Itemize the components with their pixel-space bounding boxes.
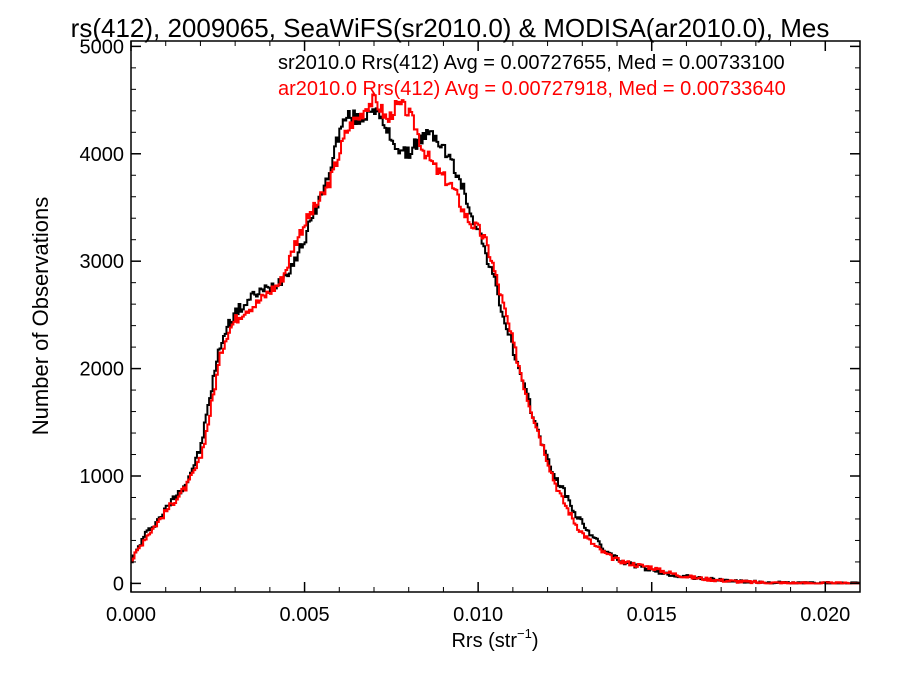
plot-frame — [130, 40, 861, 593]
x-tick-label: 0.020 — [800, 604, 850, 626]
legend-entry-sr2010: sr2010.0 Rrs(412) Avg = 0.00727655, Med … — [278, 52, 785, 74]
x-tick-label: 0.005 — [280, 604, 330, 626]
x-axis-label-close: ) — [532, 630, 539, 652]
x-axis-label: Rrs (str−1) — [451, 626, 538, 652]
x-axis-ticks: 0.000 0.005 0.010 0.015 0.020 — [106, 41, 850, 626]
series-ar2010-line — [131, 93, 860, 585]
y-tick-label: 3000 — [80, 251, 125, 273]
y-tick-label: 4000 — [80, 144, 125, 166]
x-tick-label: 0.010 — [453, 604, 503, 626]
y-tick-label: 2000 — [80, 359, 125, 381]
y-tick-label: 0 — [113, 573, 124, 595]
x-axis-label-superscript: −1 — [517, 626, 532, 641]
y-axis-ticks: 0 1000 2000 3000 4000 5000 — [80, 36, 860, 595]
series-layer — [131, 93, 860, 585]
legend-entry-ar2010: ar2010.0 Rrs(412) Avg = 0.00727918, Med … — [278, 78, 786, 100]
y-tick-label: 5000 — [80, 36, 125, 58]
x-axis-label-main: Rrs (str — [451, 630, 517, 652]
x-tick-label: 0.000 — [106, 604, 156, 626]
chart-title: rs(412), 2009065, SeaWiFS(sr2010.0) & MO… — [71, 13, 830, 43]
y-axis-label: Number of Observations — [28, 197, 53, 435]
y-tick-label: 1000 — [80, 466, 125, 488]
x-tick-label: 0.015 — [627, 604, 677, 626]
